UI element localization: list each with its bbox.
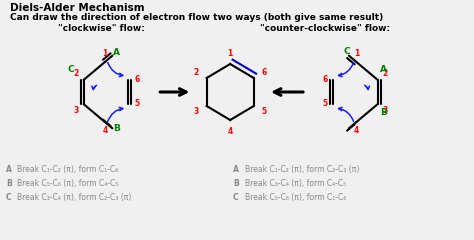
Text: 1: 1 xyxy=(228,48,233,58)
Text: Break C₃-C₄ (π), form C₂-C₃ (π): Break C₃-C₄ (π), form C₂-C₃ (π) xyxy=(18,193,132,202)
Text: 3: 3 xyxy=(73,106,79,115)
Text: 6: 6 xyxy=(322,76,327,84)
Text: 4: 4 xyxy=(228,126,233,136)
Text: Can draw the direction of electron flow two ways (both give same result): Can draw the direction of electron flow … xyxy=(9,13,383,22)
Text: A: A xyxy=(6,165,12,174)
Text: B: B xyxy=(6,179,11,188)
Text: B: B xyxy=(233,179,239,188)
Text: 2: 2 xyxy=(193,68,199,77)
Text: 5: 5 xyxy=(262,107,267,116)
Text: C: C xyxy=(344,47,351,56)
Text: C: C xyxy=(67,65,74,74)
Text: B: B xyxy=(113,124,119,133)
Text: Break C₅-C₆ (π), form C₄-C₅: Break C₅-C₆ (π), form C₄-C₅ xyxy=(18,179,119,188)
Text: 6: 6 xyxy=(134,76,139,84)
Text: 3: 3 xyxy=(193,107,199,116)
Text: 1: 1 xyxy=(354,49,359,58)
Text: Diels-Alder Mechanism: Diels-Alder Mechanism xyxy=(9,3,145,13)
Text: "clockwise" flow:: "clockwise" flow: xyxy=(58,24,145,33)
Text: Break C₁-C₂ (π), form C₁-C₆: Break C₁-C₂ (π), form C₁-C₆ xyxy=(18,165,118,174)
Text: 1: 1 xyxy=(102,49,108,58)
Text: A: A xyxy=(380,65,387,74)
Text: 3: 3 xyxy=(383,106,388,115)
Text: B: B xyxy=(380,108,387,117)
Text: Break C₃-C₄ (π), form C₄-C₅: Break C₃-C₄ (π), form C₄-C₅ xyxy=(245,179,346,188)
Text: A: A xyxy=(233,165,239,174)
Text: 5: 5 xyxy=(134,100,139,108)
Text: C: C xyxy=(233,193,239,202)
Text: 2: 2 xyxy=(383,69,388,78)
Text: 2: 2 xyxy=(73,69,79,78)
Text: 4: 4 xyxy=(102,126,108,135)
Text: 5: 5 xyxy=(322,100,327,108)
Text: C: C xyxy=(6,193,11,202)
Text: 4: 4 xyxy=(354,126,359,135)
Text: Break C₁-C₂ (π), form C₂-C₃ (π): Break C₁-C₂ (π), form C₂-C₃ (π) xyxy=(245,165,359,174)
Text: 6: 6 xyxy=(262,68,267,77)
Text: A: A xyxy=(113,48,119,57)
Text: Break C₅-C₆ (π), form C₁-C₆: Break C₅-C₆ (π), form C₁-C₆ xyxy=(245,193,346,202)
Text: "counter-clockwise" flow:: "counter-clockwise" flow: xyxy=(260,24,391,33)
